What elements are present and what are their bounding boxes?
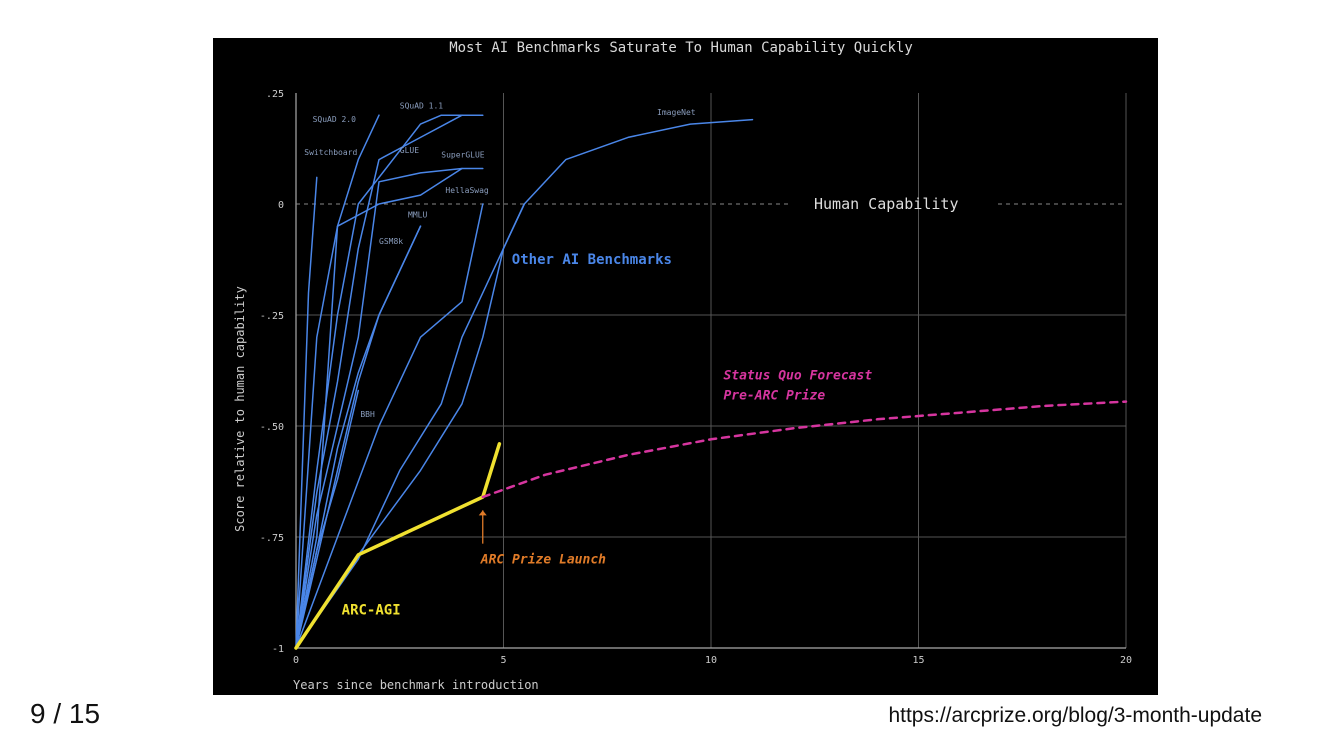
y-tick-label: -.25 — [260, 311, 284, 322]
y-axis-label: Score relative to human capability — [233, 286, 247, 532]
y-tick-label: -1 — [272, 644, 284, 655]
x-tick-label: 5 — [500, 655, 506, 666]
benchmark-line — [295, 118, 754, 649]
page-counter: 9 / 15 — [30, 698, 101, 729]
arc-agi-line — [294, 442, 502, 650]
x-axis-label: Years since benchmark introduction — [293, 678, 539, 692]
y-tick-label: -.50 — [260, 422, 284, 433]
human-capability-label: Human Capability — [814, 195, 959, 213]
y-tick-label: 0 — [278, 200, 284, 211]
x-tick-label: 20 — [1120, 655, 1132, 666]
benchmark-label: GSM8k — [379, 237, 403, 246]
y-tick-label: .25 — [266, 89, 284, 100]
forecast-label-line2: Pre-ARC Prize — [723, 388, 825, 403]
benchmark-line — [295, 203, 484, 649]
grid-layer — [295, 93, 1127, 649]
forecast-line — [481, 400, 1128, 499]
x-tick-label: 0 — [293, 655, 299, 666]
arc-prize-launch-label: ARC Prize Launch — [480, 553, 606, 568]
forecast-label-line1: Status Quo Forecast — [723, 368, 872, 383]
benchmark-line — [295, 114, 484, 649]
benchmark-label: SQuAD 2.0 — [313, 115, 357, 124]
x-tick-label: 15 — [912, 655, 924, 666]
chart-panel: 0 5 10 15 20 .25 0 -.25 -.50 -.75 -1 Human Capabili… — [213, 38, 1158, 695]
benchmark-label: ImageNet — [657, 108, 696, 117]
benchmark-label: Switchboard — [304, 148, 357, 157]
other-benchmarks-label: Other AI Benchmarks — [512, 252, 672, 268]
benchmark-label: SQuAD 1.1 — [400, 102, 444, 111]
y-tick-label: -.75 — [260, 533, 284, 544]
benchmark-label: GLUE — [400, 146, 419, 155]
benchmark-label: MMLU — [408, 210, 427, 219]
benchmark-label: SuperGLUE — [441, 150, 485, 159]
x-tick-label: 10 — [705, 655, 717, 666]
benchmark-line — [295, 389, 360, 649]
label-layer: 0 5 10 15 20 .25 0 -.25 -.50 -.75 -1 Human Capabili… — [260, 89, 1132, 666]
benchmark-saturation-chart: 0 5 10 15 20 .25 0 -.25 -.50 -.75 -1 Human Capabili… — [233, 40, 1132, 692]
arc-agi-label: ARC-AGI — [342, 603, 401, 619]
benchmark-label: BBH — [360, 410, 375, 419]
benchmark-line — [295, 176, 318, 649]
chart-title: Most AI Benchmarks Saturate To Human Cap… — [449, 40, 913, 56]
launch-arrow-head — [478, 510, 487, 516]
benchmark-label: HellaSwag — [445, 186, 489, 195]
series-layer — [294, 114, 1128, 650]
benchmark-line — [295, 225, 422, 649]
benchmark-line — [295, 167, 463, 649]
benchmark-line — [295, 225, 422, 649]
benchmark-line — [295, 114, 463, 649]
source-url[interactable]: https://arcprize.org/blog/3-month-update — [888, 704, 1262, 727]
